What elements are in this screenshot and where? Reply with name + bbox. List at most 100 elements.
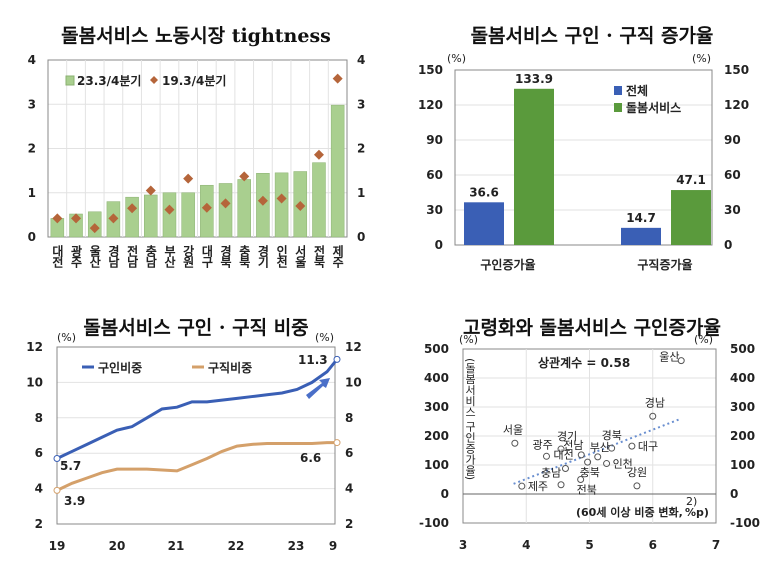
y-tick-label: 10	[26, 375, 43, 389]
chart4: -100 -100 0 0 100 100 200 200 300 300 400 400 500 500…	[419, 333, 760, 552]
y2-tick-label: 90	[724, 133, 741, 147]
x-tick-label: 22	[228, 539, 245, 553]
y2-tick-label: 100	[730, 458, 755, 472]
x-tick-label: 대구	[200, 245, 214, 269]
y-unit: (%)	[459, 333, 478, 346]
scatter-point	[511, 439, 519, 447]
y2-tick-label: 300	[730, 400, 755, 414]
y2-tick-label: 8	[345, 411, 353, 425]
x-tick-label: 경북	[219, 245, 233, 269]
bar	[125, 196, 139, 238]
y-tick-label: 8	[35, 411, 43, 425]
point-label: 대전	[553, 448, 573, 461]
diamond-marker	[71, 213, 82, 224]
scatter-point	[584, 458, 592, 466]
y2-tick-label: 0	[730, 487, 738, 501]
y2-tick-label: 0	[357, 230, 365, 244]
diamond-marker	[332, 73, 343, 84]
scatter-point	[594, 453, 602, 461]
x-axis-label: (60세 이상 비중 변화,	[576, 505, 683, 519]
data-label: 47.1	[676, 173, 706, 187]
x-tick-label: 5	[585, 538, 593, 552]
data-label: 6.6	[300, 451, 321, 465]
end-marker	[53, 455, 61, 463]
y2-tick-label: 60	[724, 168, 741, 182]
y2-tick-label: 4	[357, 53, 365, 67]
y-tick-label: 4	[28, 53, 36, 67]
y-tick-label: 12	[26, 340, 43, 354]
data-label: 133.9	[515, 72, 553, 86]
x-tick-label: 인천	[275, 244, 289, 269]
x-tick-label: 9	[329, 539, 337, 553]
y-tick-label: 200	[424, 429, 449, 443]
point-label: 전북	[577, 484, 597, 497]
y-tick-label: 60	[426, 168, 443, 182]
y-tick-label: 2	[28, 142, 36, 156]
y2-tick-label: 30	[724, 203, 741, 217]
bar	[181, 192, 195, 238]
y2-tick-label: 3	[357, 97, 365, 111]
scatter-point	[542, 452, 550, 460]
y-tick-label: 30	[426, 203, 443, 217]
bar	[162, 192, 177, 238]
arrow-icon	[306, 378, 330, 399]
x-tick-label: 전북	[312, 244, 326, 269]
plot-frame	[454, 69, 713, 246]
scatter-point	[603, 460, 611, 468]
point-label: 울산	[659, 351, 679, 364]
point-label: 강원	[627, 466, 647, 479]
bar	[621, 227, 661, 245]
diamond-marker	[52, 213, 63, 224]
y-tick-label: 150	[418, 63, 443, 77]
y-tick-label: -100	[419, 516, 449, 530]
bar	[514, 88, 554, 246]
x-tick-label: 21	[168, 539, 185, 553]
end-marker	[333, 439, 341, 447]
scatter-point	[608, 444, 616, 452]
scatter-point	[628, 442, 636, 450]
x-tick-label: 충남	[144, 244, 158, 269]
plot-frame	[56, 346, 336, 525]
x-tick-label: 3	[459, 538, 467, 552]
chart3-title: 돌봄서비스 구인 · 구직 비중	[83, 317, 308, 339]
diamond-marker	[145, 185, 156, 196]
bar	[237, 179, 251, 238]
end-marker	[53, 486, 61, 494]
diamond-marker	[239, 171, 250, 182]
data-label: 11.3	[298, 353, 328, 367]
bar	[464, 202, 504, 245]
legend-swatch	[614, 103, 622, 112]
chart1: 0 0 1 1 2 2 3 3 4 4 대전 광주 울산 경남 전남 충남 부산 강원 대구 경북 충북 경기 인천 서울 전북…	[28, 53, 366, 269]
point-label: 대구	[638, 440, 658, 453]
y2-unit: (%)	[692, 52, 711, 65]
y2-tick-label: 6	[345, 446, 353, 460]
bar	[218, 183, 233, 238]
end-marker	[333, 355, 341, 363]
diamond-marker	[257, 195, 268, 206]
y-tick-label: 6	[35, 446, 43, 460]
bar	[312, 162, 326, 238]
y2-tick-label: 120	[724, 98, 749, 112]
x-axis-label-unit: %p)	[685, 506, 709, 519]
x-axis-label-sup: 2)	[686, 495, 697, 508]
legend-swatch	[614, 86, 622, 95]
point-label: 경기	[557, 430, 577, 443]
point-label: 충북	[580, 466, 600, 479]
series-line	[56, 441, 337, 492]
y-tick-label: 0	[28, 230, 36, 244]
point-label: 인천	[613, 457, 633, 471]
diamond-marker	[183, 173, 194, 184]
scatter-point	[518, 482, 526, 490]
x-tick-label: 서울	[293, 244, 307, 269]
chart1-title: 돌봄서비스 노동시장 tightness	[61, 25, 331, 47]
y2-tick-label: 200	[730, 429, 755, 443]
point-label: 광주	[532, 438, 552, 451]
point-label: 전남	[563, 439, 583, 452]
x-tick-label: 강원	[181, 245, 195, 269]
scatter-point	[577, 451, 585, 459]
scatter-point	[633, 482, 641, 490]
scatter-point	[577, 476, 585, 483]
diamond-marker	[276, 193, 287, 204]
y2-unit: (%)	[315, 331, 334, 344]
